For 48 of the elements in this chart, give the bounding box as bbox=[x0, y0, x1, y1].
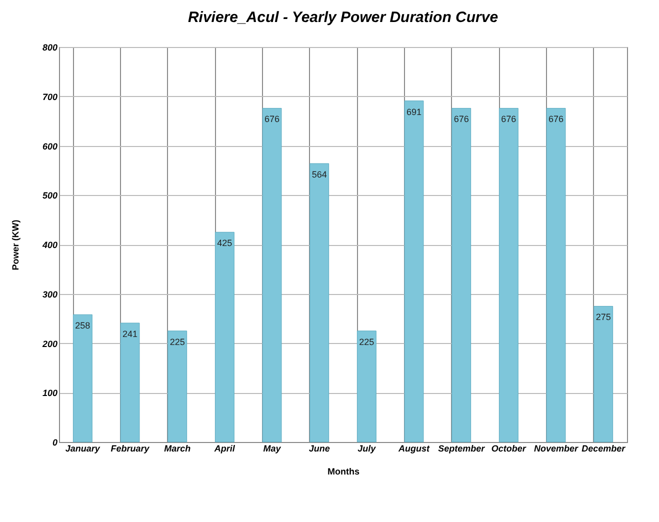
bar bbox=[310, 163, 330, 442]
bar bbox=[404, 100, 424, 442]
bar bbox=[168, 330, 188, 442]
data-label: 676 bbox=[264, 114, 280, 124]
x-tick-label: March bbox=[164, 444, 192, 454]
bar bbox=[72, 314, 92, 442]
y-tick-label: 100 bbox=[42, 388, 58, 398]
bar bbox=[262, 108, 282, 442]
y-tick-label: 0 bbox=[52, 438, 58, 448]
y-tick-label: 800 bbox=[42, 42, 58, 52]
data-label: 676 bbox=[501, 114, 516, 124]
data-label: 241 bbox=[122, 329, 138, 340]
y-tick-label: 600 bbox=[42, 141, 58, 152]
chart-title: Riviere_Acul - Yearly Power Duration Curve bbox=[188, 9, 498, 26]
y-tick-label: 700 bbox=[42, 92, 58, 102]
data-label: 691 bbox=[406, 106, 422, 117]
data-label: 676 bbox=[454, 114, 469, 124]
data-label: 275 bbox=[596, 312, 611, 322]
x-tick-label: December bbox=[582, 444, 626, 454]
y-tick-label: 400 bbox=[41, 240, 58, 250]
bar bbox=[546, 108, 566, 442]
x-tick-label: May bbox=[263, 444, 282, 454]
data-label: 425 bbox=[217, 238, 232, 248]
bar bbox=[120, 322, 140, 442]
x-tick-label: October bbox=[491, 444, 526, 454]
data-label: 225 bbox=[170, 336, 185, 347]
bar bbox=[452, 108, 472, 442]
bar bbox=[214, 232, 234, 442]
x-tick-label: February bbox=[110, 444, 150, 454]
data-label: 564 bbox=[312, 170, 327, 180]
x-tick-label: July bbox=[358, 444, 377, 454]
y-tick-label: 300 bbox=[42, 289, 58, 300]
y-axis-title: Power (KW) bbox=[10, 220, 20, 270]
x-axis-title: Months bbox=[328, 466, 360, 476]
x-tick-label: January bbox=[65, 444, 101, 454]
x-tick-label: September bbox=[438, 444, 486, 454]
x-tick-label: June bbox=[308, 444, 330, 454]
y-tick-label: 500 bbox=[42, 190, 58, 201]
bar bbox=[594, 306, 614, 442]
data-label: 676 bbox=[548, 114, 564, 124]
x-tick-label: November bbox=[534, 444, 579, 454]
x-tick-label: August bbox=[398, 444, 430, 454]
bar bbox=[498, 108, 518, 442]
bar bbox=[356, 330, 376, 442]
y-tick-label: 200 bbox=[41, 338, 58, 349]
x-tick-label: April bbox=[213, 444, 236, 454]
data-label: 258 bbox=[75, 320, 90, 331]
data-label: 225 bbox=[359, 336, 374, 347]
